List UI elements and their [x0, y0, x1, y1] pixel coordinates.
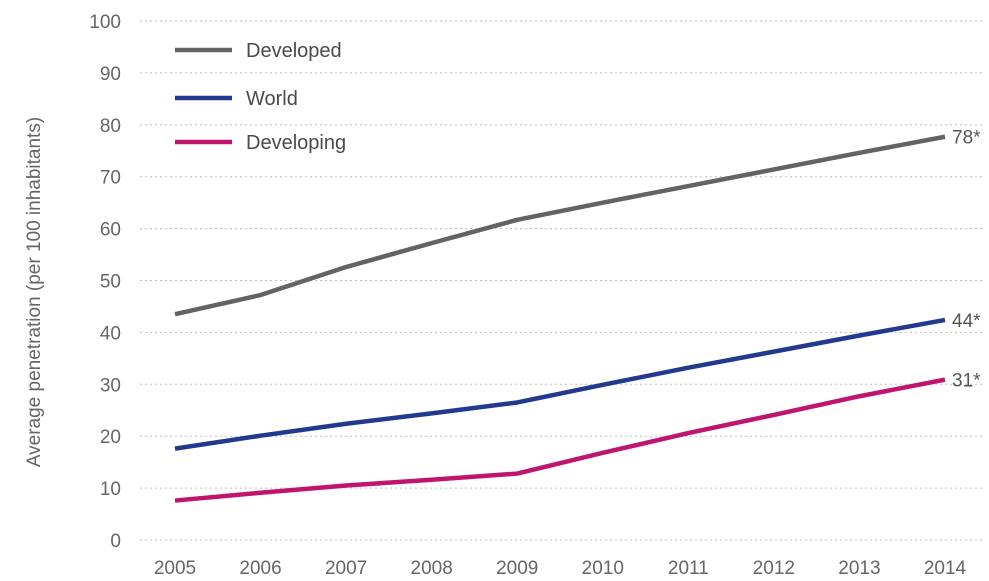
y-tick-label: 30	[100, 375, 121, 396]
end-label-world: 44*	[952, 311, 981, 332]
gridlines	[140, 20, 985, 541]
y-tick-label: 70	[100, 168, 121, 189]
legend-label: Developed	[246, 40, 342, 62]
end-labels: 78* 44* 31*	[952, 128, 981, 392]
series-line-developing	[174, 377, 946, 503]
end-label-developing: 31*	[952, 371, 981, 392]
legend-item-developed: Developed	[175, 40, 342, 62]
x-tick-label: 2012	[753, 558, 795, 579]
y-axis-ticks: 0 10 20 30 40 50 60 70 80 90 100	[89, 12, 121, 552]
y-tick-label: 0	[110, 531, 121, 552]
x-axis-ticks: 2005 2006 2007 2008 2009 2010 2011 2012 2013 2014	[154, 558, 967, 579]
legend: Developed World Developing	[175, 40, 346, 154]
end-label-developed: 78*	[952, 128, 981, 149]
y-tick-label: 60	[100, 220, 121, 241]
x-tick-label: 2010	[582, 558, 624, 579]
legend-label: World	[246, 88, 298, 110]
x-tick-label: 2005	[154, 558, 196, 579]
x-tick-label: 2008	[411, 558, 453, 579]
y-tick-label: 100	[89, 12, 121, 33]
x-tick-label: 2009	[496, 558, 538, 579]
y-tick-label: 90	[100, 64, 121, 85]
series-line-world	[174, 317, 946, 451]
y-tick-label: 10	[100, 479, 121, 500]
x-tick-label: 2013	[838, 558, 880, 579]
series-line-developed	[174, 134, 946, 317]
x-tick-label: 2014	[924, 558, 967, 579]
series-lines	[174, 134, 946, 503]
x-tick-label: 2007	[325, 558, 367, 579]
y-axis-title: Average penetration (per 100 inhabitants…	[24, 117, 45, 467]
y-tick-label: 80	[100, 116, 121, 137]
y-tick-label: 20	[100, 427, 121, 448]
legend-label: Developing	[246, 132, 346, 154]
x-tick-label: 2011	[668, 558, 709, 579]
legend-item-developing: Developing	[175, 132, 346, 154]
legend-item-world: World	[175, 88, 298, 110]
x-tick-label: 2006	[239, 558, 281, 579]
y-tick-label: 50	[100, 272, 121, 293]
y-tick-label: 40	[100, 323, 121, 344]
